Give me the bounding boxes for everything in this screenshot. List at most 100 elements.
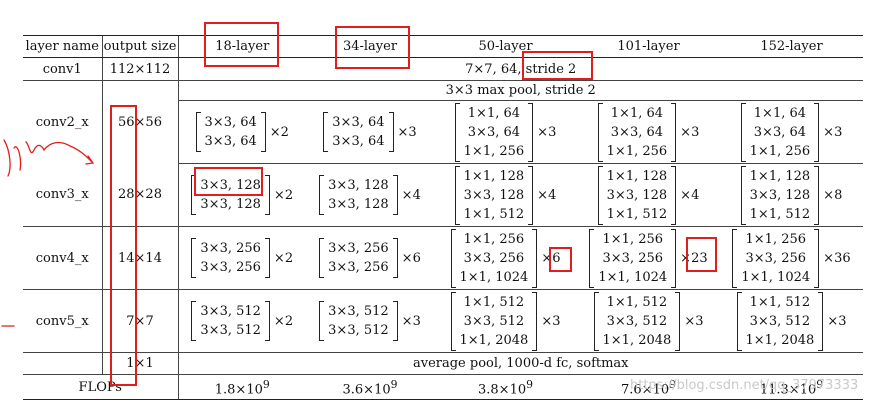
building-block: 3×3, 256 3×3, 256 ×2	[191, 238, 293, 278]
block-layer-spec: 3×3, 512	[328, 323, 389, 338]
stage-output: 14×14	[101, 226, 178, 290]
building-block: 1×1, 512 3×3, 512 1×1, 2048 ×3	[736, 291, 847, 351]
block-layer-spec: 1×1, 256	[745, 231, 807, 247]
building-block: 3×3, 64 3×3, 64 ×2	[195, 112, 289, 152]
block-cell: 3×3, 128 3×3, 128 ×2	[177, 163, 306, 227]
block-multiplier: ×3	[827, 313, 847, 329]
block-multiplier: ×2	[273, 250, 294, 266]
block-layer-spec: 3×3, 64	[332, 115, 385, 130]
block-cell: 1×1, 256 3×3, 256 1×1, 1024 ×23	[577, 226, 720, 290]
building-block: 1×1, 128 3×3, 128 1×1, 512 ×4	[454, 165, 557, 225]
building-block: 3×3, 128 3×3, 128 ×2	[191, 175, 293, 215]
maxpool-row: conv2_x 56×56 3×3 max pool, stride 2	[23, 80, 863, 164]
building-block: 1×1, 256 3×3, 256 1×1, 1024 ×23	[589, 228, 708, 288]
header-model-152: 152-layer	[720, 35, 863, 58]
block-layer-spec: 3×3, 64	[753, 124, 807, 140]
block-layer-spec: 3×3, 128	[749, 187, 811, 203]
building-block: 1×1, 256 3×3, 256 1×1, 1024 ×36	[732, 228, 851, 288]
building-block: 1×1, 128 3×3, 128 1×1, 512 ×8	[740, 165, 843, 225]
block-bracket: 3×3, 512 3×3, 512	[191, 301, 270, 341]
block-cell: 1×1, 64 3×3, 64 1×1, 256 ×3	[434, 100, 577, 164]
block-cell: 3×3, 64 3×3, 64 ×3	[306, 100, 434, 164]
block-bracket: 1×1, 512 3×3, 512 1×1, 2048	[450, 291, 538, 351]
header-model-50: 50-layer	[434, 35, 577, 58]
block-bracket: 1×1, 128 3×3, 128 1×1, 512	[454, 165, 534, 225]
block-layer-spec: 1×1, 512	[606, 206, 668, 222]
avgpool-spec: average pool, 1000-d fc, softmax	[177, 352, 863, 375]
block-multiplier: ×6	[401, 250, 421, 266]
header-model-34: 34-layer	[306, 35, 434, 58]
block-cell: 1×1, 256 3×3, 256 1×1, 1024 ×36	[720, 226, 863, 290]
block-layer-spec: 1×1, 256	[463, 143, 525, 159]
block-layer-spec: 3×3, 64	[610, 124, 664, 140]
block-layer-spec: 3×3, 128	[606, 187, 668, 203]
avgpool-output: 1×1	[101, 352, 178, 375]
block-layer-spec: 3×3, 256	[602, 250, 664, 266]
conv1-output: 112×112	[101, 57, 178, 81]
block-multiplier: ×3	[401, 313, 421, 329]
conv2-name: conv2_x	[35, 114, 89, 130]
stage-name: conv3_x	[23, 163, 102, 227]
block-cell: 3×3, 256 3×3, 256 ×2	[177, 226, 306, 290]
block-layer-spec: 1×1, 2048	[602, 332, 672, 348]
block-multiplier: ×8	[823, 187, 843, 203]
block-layer-spec: 1×1, 64	[753, 105, 807, 121]
block-bracket: 3×3, 64 3×3, 64	[323, 112, 394, 152]
block-bracket: 3×3, 512 3×3, 512	[319, 301, 398, 341]
block-layer-spec: 1×1, 512	[749, 294, 811, 310]
block-cell: 3×3, 512 3×3, 512 ×2	[177, 289, 306, 353]
stage-row-conv5: conv5_x 7×7 3×3, 512 3×3, 512 ×2 3×3, 512 3…	[23, 289, 863, 353]
block-multiplier: ×6	[541, 250, 561, 266]
block-multiplier: ×4	[401, 187, 421, 203]
block-cell: 1×1, 64 3×3, 64 1×1, 256 ×3	[577, 100, 720, 164]
block-cell: 1×1, 64 3×3, 64 1×1, 256 ×3	[720, 100, 863, 164]
block-layer-spec: 3×3, 64	[204, 115, 257, 130]
building-block: 3×3, 256 3×3, 256 ×6	[319, 238, 421, 278]
block-bracket: 1×1, 64 3×3, 64 1×1, 256	[740, 102, 820, 162]
block-multiplier: ×3	[684, 313, 704, 329]
block-layer-spec: 1×1, 1024	[741, 269, 811, 285]
block-bracket: 1×1, 512 3×3, 512 1×1, 2048	[736, 291, 824, 351]
conv1-spec: 7×7, 64, stride 2	[177, 57, 863, 81]
building-block: 3×3, 64 3×3, 64 ×3	[323, 112, 417, 152]
block-layer-spec: 1×1, 512	[463, 294, 525, 310]
building-block: 3×3, 128 3×3, 128 ×4	[319, 175, 421, 215]
block-layer-spec: 3×3, 128	[200, 197, 261, 212]
block-layer-spec: 3×3, 256	[328, 260, 389, 275]
block-multiplier: ×4	[537, 187, 557, 203]
flops-value: 7.6×109	[577, 374, 720, 401]
block-cell: 1×1, 512 3×3, 512 1×1, 2048 ×3	[434, 289, 577, 353]
header-output-size: output size	[101, 35, 178, 58]
block-layer-spec: 1×1, 256	[749, 143, 811, 159]
block-bracket: 1×1, 256 3×3, 256 1×1, 1024	[589, 228, 677, 288]
block-layer-spec: 1×1, 256	[602, 231, 664, 247]
flops-row: FLOPs 1.8×109 3.6×109 3.8×109 7.6×109 11…	[23, 374, 863, 401]
building-block: 1×1, 256 3×3, 256 1×1, 1024 ×6	[450, 228, 561, 288]
block-layer-spec: 3×3, 256	[463, 250, 525, 266]
block-layer-spec: 3×3, 256	[200, 241, 261, 256]
watermark: https://blog.csdn.net/qq_37973333	[630, 378, 859, 393]
block-layer-spec: 3×3, 256	[200, 260, 261, 275]
block-layer-spec: 1×1, 2048	[459, 332, 529, 348]
block-bracket: 1×1, 256 3×3, 256 1×1, 1024	[450, 228, 538, 288]
block-layer-spec: 3×3, 64	[332, 134, 385, 149]
block-bracket: 1×1, 128 3×3, 128 1×1, 512	[740, 165, 820, 225]
conv2-output: 56×56	[101, 80, 178, 164]
block-layer-spec: 3×3, 512	[463, 313, 525, 329]
block-cell: 3×3, 512 3×3, 512 ×3	[306, 289, 434, 353]
building-block: 1×1, 128 3×3, 128 1×1, 512 ×4	[597, 165, 699, 225]
block-layer-spec: 1×1, 512	[749, 206, 811, 222]
block-layer-spec: 1×1, 256	[463, 231, 525, 247]
block-layer-spec: 3×3, 128	[328, 197, 389, 212]
block-multiplier: ×3	[823, 124, 843, 140]
block-bracket: 1×1, 64 3×3, 64 1×1, 256	[454, 102, 534, 162]
building-block: 1×1, 512 3×3, 512 1×1, 2048 ×3	[593, 291, 704, 351]
block-layer-spec: 1×1, 1024	[459, 269, 529, 285]
stage-output: 28×28	[101, 163, 178, 227]
block-layer-spec: 1×1, 2048	[745, 332, 815, 348]
block-layer-spec: 3×3, 512	[328, 304, 389, 319]
block-layer-spec: 3×3, 512	[749, 313, 811, 329]
block-multiplier: ×3	[680, 124, 700, 140]
building-block: 1×1, 64 3×3, 64 1×1, 256 ×3	[597, 102, 700, 162]
building-block: 1×1, 512 3×3, 512 1×1, 2048 ×3	[450, 291, 560, 351]
